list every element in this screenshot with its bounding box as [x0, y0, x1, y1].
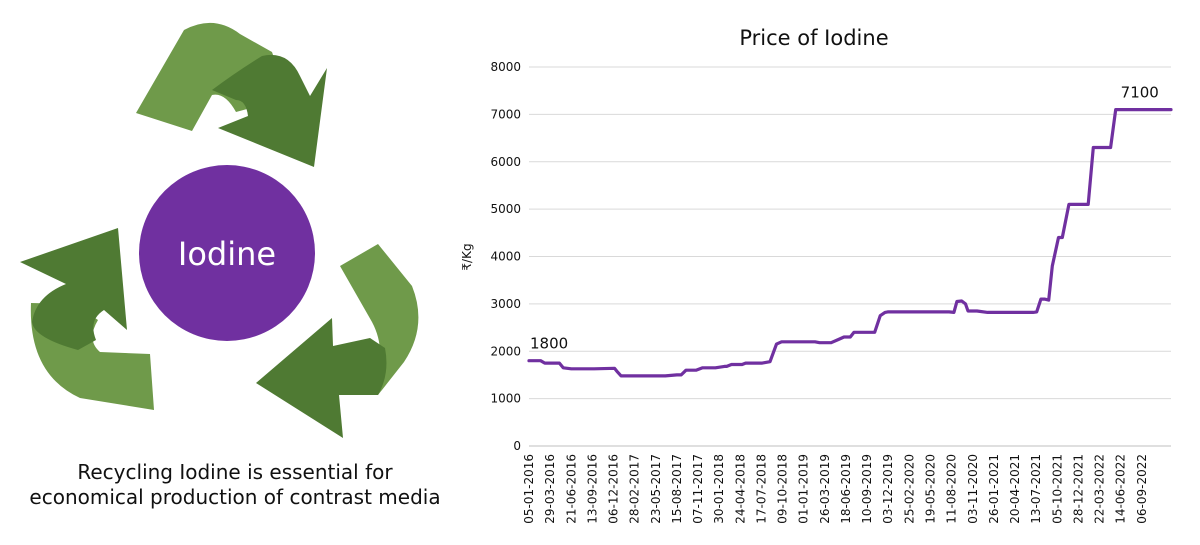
x-tick-29-03-2016: 29-03-2016 [543, 454, 557, 524]
x-tick-05-01-2016: 05-01-2016 [522, 454, 536, 524]
x-tick-19-05-2020: 19-05-2020 [924, 454, 938, 524]
x-tick-28-02-2017: 28-02-2017 [628, 454, 642, 524]
x-tick-15-08-2017: 15-08-2017 [670, 454, 684, 524]
x-tick-06-09-2022: 06-09-2022 [1135, 454, 1149, 524]
x-tick-30-01-2018: 30-01-2018 [712, 454, 726, 524]
recycle-arrow-top-head-icon [212, 54, 327, 167]
y-tick-3000: 3000 [490, 297, 521, 311]
y-tick-6000: 6000 [490, 155, 521, 169]
x-tick-03-11-2020: 03-11-2020 [966, 454, 980, 524]
recycle-arrow-left-head-icon [20, 228, 127, 350]
x-tick-25-02-2020: 25-02-2020 [902, 454, 916, 524]
caption-line-1: Recycling Iodine is essential for [77, 460, 393, 484]
x-tick-03-12-2019: 03-12-2019 [881, 454, 895, 524]
data-label-7100: 7100 [1121, 84, 1159, 102]
x-tick-01-01-2019: 01-01-2019 [797, 454, 811, 524]
recycle-arrow-right-icon [340, 244, 419, 395]
caption-line-2: economical production of contrast media [29, 485, 441, 509]
y-tick-labels: 0 1000 2000 3000 4000 5000 6000 7000 8000 [490, 60, 521, 453]
x-tick-09-10-2018: 09-10-2018 [776, 454, 790, 524]
chart-title: Price of Iodine [739, 26, 888, 50]
gridlines [529, 66, 1171, 447]
x-tick-11-08-2020: 11-08-2020 [945, 454, 959, 524]
data-label-1800: 1800 [530, 335, 568, 353]
x-tick-labels: 05-01-2016 29-03-2016 21-06-2016 13-09-2016… [522, 454, 1149, 524]
x-tick-20-04-2021: 20-04-2021 [1008, 454, 1022, 524]
x-tick-23-05-2017: 23-05-2017 [649, 454, 663, 524]
y-tick-1000: 1000 [490, 392, 521, 406]
y-tick-5000: 5000 [490, 202, 521, 216]
y-tick-0: 0 [513, 439, 521, 453]
price-line-0 [527, 107, 1173, 378]
recycle-arrows-icon: Iodine [20, 22, 419, 438]
y-tick-2000: 2000 [490, 344, 521, 358]
iodine-label: Iodine [178, 235, 276, 273]
y-axis-label: ₹/Kg [460, 243, 474, 270]
x-tick-26-01-2021: 26-01-2021 [987, 454, 1001, 524]
x-tick-21-06-2016: 21-06-2016 [564, 454, 578, 524]
price-chart: Price of Iodine ₹/Kg 0 1000 2000 3000 4000 50… [460, 26, 1173, 524]
y-tick-4000: 4000 [490, 250, 521, 264]
x-tick-10-09-2019: 10-09-2019 [860, 454, 874, 524]
annotations: 1800 7100 [530, 84, 1159, 353]
x-tick-24-04-2018: 24-04-2018 [733, 454, 747, 524]
x-tick-06-12-2016: 06-12-2016 [607, 454, 621, 524]
x-tick-14-06-2022: 14-06-2022 [1114, 454, 1128, 524]
x-tick-13-09-2016: 13-09-2016 [585, 454, 599, 524]
recycle-arrow-right-head-icon [256, 318, 387, 438]
x-tick-26-03-2019: 26-03-2019 [818, 454, 832, 524]
iodine-circle [139, 165, 315, 341]
x-tick-13-07-2021: 13-07-2021 [1029, 454, 1043, 524]
recycle-infographic: Iodine Recycling Iodine is essential for… [0, 0, 460, 545]
y-tick-8000: 8000 [490, 60, 521, 74]
x-tick-07-11-2017: 07-11-2017 [691, 454, 705, 524]
x-tick-28-12-2021: 28-12-2021 [1071, 454, 1085, 524]
y-tick-7000: 7000 [490, 107, 521, 121]
x-tick-17-07-2018: 17-07-2018 [754, 454, 768, 524]
series-layer [527, 107, 1173, 378]
x-tick-18-06-2019: 18-06-2019 [839, 454, 853, 524]
x-tick-05-10-2021: 05-10-2021 [1050, 454, 1064, 524]
x-tick-22-03-2022: 22-03-2022 [1093, 454, 1107, 524]
